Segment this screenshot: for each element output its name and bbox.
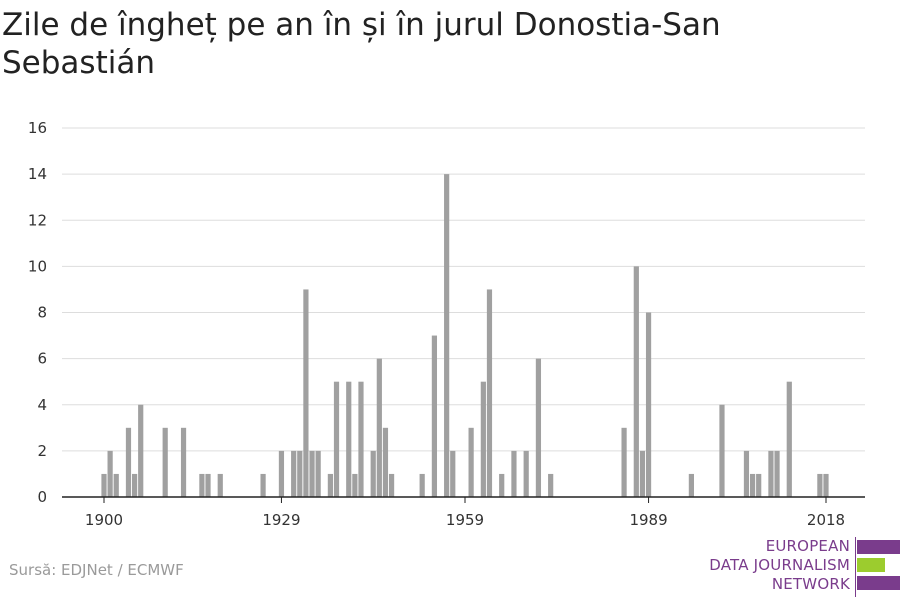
- bar-1985: [621, 427, 627, 497]
- bar-1946: [382, 427, 389, 497]
- bar-1931: [291, 450, 297, 497]
- bar-2007: [756, 473, 762, 497]
- bar-1913: [180, 427, 187, 497]
- bar-1987: [633, 266, 639, 497]
- x-tick-label: 1929: [262, 511, 300, 529]
- bar-1960: [468, 427, 474, 497]
- bar-2018: [823, 473, 829, 497]
- bar-2001: [719, 404, 725, 497]
- bar-1934: [309, 450, 315, 497]
- logo-bar-green: [857, 558, 885, 572]
- bar-1929: [278, 450, 285, 497]
- bar-1971: [535, 358, 542, 497]
- bar-1952: [419, 473, 425, 497]
- y-tick-label: 8: [37, 304, 47, 322]
- y-tick-label: 4: [37, 396, 47, 414]
- axes: 0 2 4 6 8 10 12 14 16 1900 1929 1959 1989 2018: [28, 119, 865, 529]
- bar-1910: [162, 427, 168, 497]
- bar-1904: [125, 427, 132, 497]
- bar-1954: [431, 335, 438, 497]
- bar-1933: [303, 289, 309, 497]
- bar-chart: 0 2 4 6 8 10 12 14 16 1900 1929 1959 1989 2018: [28, 119, 865, 529]
- bar-1989: [645, 312, 652, 497]
- bar-1945: [376, 358, 382, 497]
- bar-2012: [786, 381, 792, 497]
- bar-1901: [107, 450, 113, 497]
- logo-line-1: EUROPEAN: [765, 537, 850, 555]
- bar-2006: [749, 473, 756, 497]
- bars: [101, 174, 829, 497]
- source-note: Sursă: EDJNet / ECMWF: [9, 561, 184, 579]
- y-tick-label: 6: [37, 350, 47, 368]
- logo-bar-purple-bottom: [857, 576, 900, 590]
- bar-1926: [260, 473, 266, 497]
- y-tick-label: 10: [28, 257, 47, 275]
- bar-1935: [315, 450, 321, 497]
- bar-1967: [511, 450, 517, 497]
- bar-1919: [217, 473, 223, 497]
- bar-1941: [352, 473, 358, 497]
- bar-1900: [101, 473, 107, 497]
- edjnet-logo: EUROPEAN DATA JOURNALISM NETWORK: [690, 537, 900, 597]
- bar-1947: [388, 473, 395, 497]
- bar-1916: [199, 473, 205, 497]
- bar-1940: [346, 381, 352, 497]
- y-tick-label: 0: [37, 488, 47, 506]
- bar-1906: [138, 404, 144, 497]
- bar-1973: [548, 473, 554, 497]
- bar-1962: [480, 381, 486, 497]
- x-tick-label: 1959: [446, 511, 484, 529]
- bar-1996: [688, 473, 694, 497]
- bar-1957: [450, 450, 456, 497]
- y-tick-label: 12: [28, 211, 47, 229]
- bar-1969: [523, 450, 529, 497]
- bar-1902: [113, 473, 119, 497]
- logo-text: EUROPEAN DATA JOURNALISM NETWORK: [709, 537, 850, 594]
- bar-1937: [327, 473, 333, 497]
- gridlines: [62, 127, 865, 452]
- bar-1988: [639, 450, 646, 497]
- bar-1938: [333, 381, 340, 497]
- bar-1942: [358, 381, 364, 497]
- bar-1932: [297, 450, 303, 497]
- chart-title: Zile de îngheț pe an în și în jurul Dono…: [2, 7, 721, 81]
- y-tick-label: 16: [28, 119, 47, 137]
- y-tick-label: 14: [28, 165, 47, 183]
- bar-1963: [486, 289, 493, 497]
- logo-line-2: DATA JOURNALISM: [709, 556, 850, 574]
- bar-1956: [444, 174, 450, 497]
- bar-2009: [768, 450, 774, 497]
- y-tick-label: 2: [37, 442, 47, 460]
- logo-line-3: NETWORK: [771, 575, 850, 593]
- bar-2005: [743, 450, 750, 497]
- x-tick-label: 1900: [85, 511, 123, 529]
- x-tick-label: 1989: [629, 511, 667, 529]
- logo-divider: [855, 537, 856, 597]
- bar-2017: [817, 473, 823, 497]
- x-tick-label: 2018: [807, 511, 845, 529]
- bar-1905: [131, 473, 138, 497]
- bar-1965: [499, 473, 505, 497]
- bar-2010: [774, 450, 780, 497]
- bar-1944: [370, 450, 376, 497]
- bar-1917: [205, 473, 211, 497]
- logo-bar-purple-top: [857, 540, 900, 554]
